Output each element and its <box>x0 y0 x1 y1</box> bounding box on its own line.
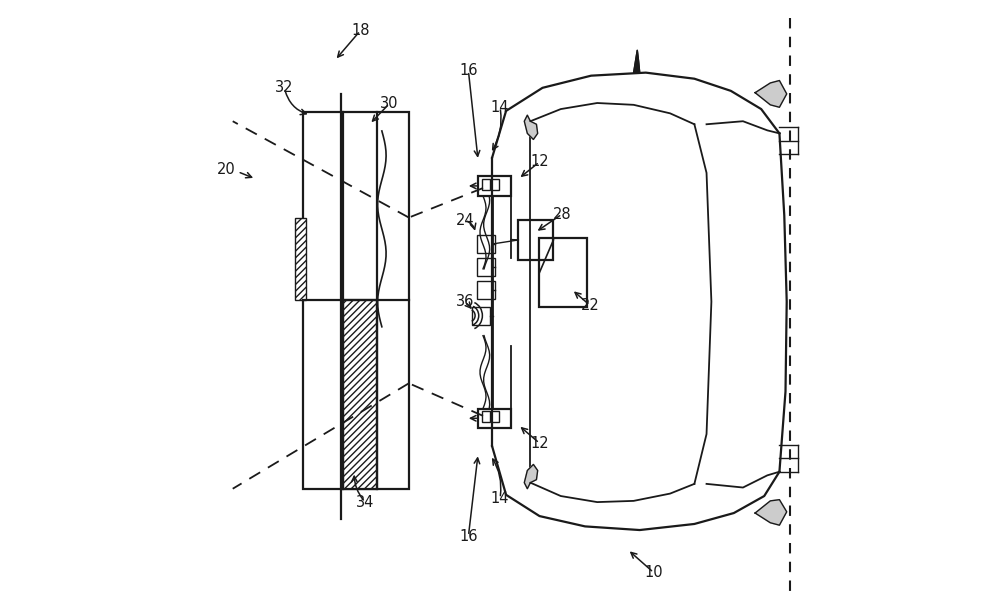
Bar <box>482 179 490 190</box>
Bar <box>477 235 495 253</box>
Text: 30: 30 <box>380 96 399 111</box>
Text: 12: 12 <box>530 154 549 169</box>
Polygon shape <box>524 115 538 139</box>
Text: 36: 36 <box>456 294 475 309</box>
Text: 10: 10 <box>644 565 663 580</box>
Text: 16: 16 <box>459 63 478 78</box>
Bar <box>295 218 306 300</box>
Text: 32: 32 <box>275 80 294 95</box>
Text: 12: 12 <box>530 436 549 451</box>
Bar <box>477 258 495 276</box>
Text: 24: 24 <box>455 213 474 228</box>
Bar <box>539 238 587 306</box>
Polygon shape <box>755 500 787 525</box>
Text: 18: 18 <box>351 23 370 38</box>
Bar <box>491 411 499 422</box>
Polygon shape <box>524 465 538 489</box>
Text: 14: 14 <box>491 491 509 506</box>
Text: 14: 14 <box>491 100 509 115</box>
Polygon shape <box>755 80 787 107</box>
Text: 20: 20 <box>217 162 236 177</box>
Bar <box>491 179 499 190</box>
Text: 34: 34 <box>356 495 374 509</box>
Bar <box>472 306 490 325</box>
Bar <box>303 112 409 489</box>
Text: 28: 28 <box>553 207 571 222</box>
Bar <box>482 411 490 422</box>
Bar <box>343 300 377 489</box>
Bar <box>477 281 495 299</box>
Bar <box>478 176 511 196</box>
Text: 22: 22 <box>581 298 599 313</box>
Polygon shape <box>634 50 640 72</box>
Bar <box>518 220 553 260</box>
Bar <box>478 408 511 428</box>
Text: 16: 16 <box>459 528 478 544</box>
